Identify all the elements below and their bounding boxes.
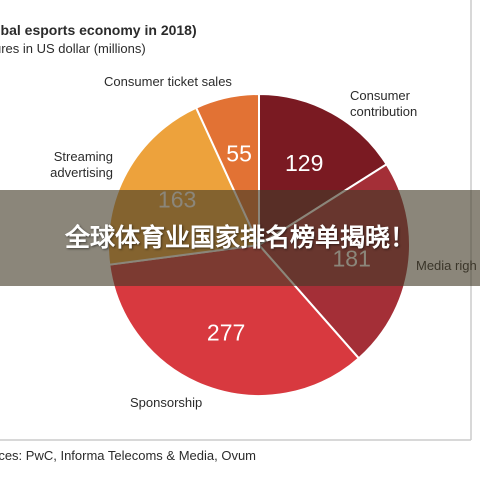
slice-category-label: Streaming advertising <box>50 149 113 180</box>
slice-value-label: 129 <box>285 150 323 176</box>
slice-category-label: Sponsorship <box>130 395 202 410</box>
chart-subtitle: ures in US dollar (millions) <box>0 41 146 56</box>
banner-title: 全球体育业国家排名榜单揭晓！ <box>64 223 415 252</box>
slice-category-label: Consumer ticket sales <box>104 74 232 89</box>
chart-title: obal esports economy in 2018) <box>0 22 197 38</box>
slice-category-label: Consumer contribution <box>350 88 417 119</box>
headline-banner: 全球体育业国家排名榜单揭晓！ <box>0 190 480 286</box>
slice-value-label: 55 <box>226 141 252 167</box>
chart-source: rces: PwC, Informa Telecoms & Media, Ovu… <box>0 448 256 463</box>
slice-value-label: 277 <box>207 320 245 346</box>
